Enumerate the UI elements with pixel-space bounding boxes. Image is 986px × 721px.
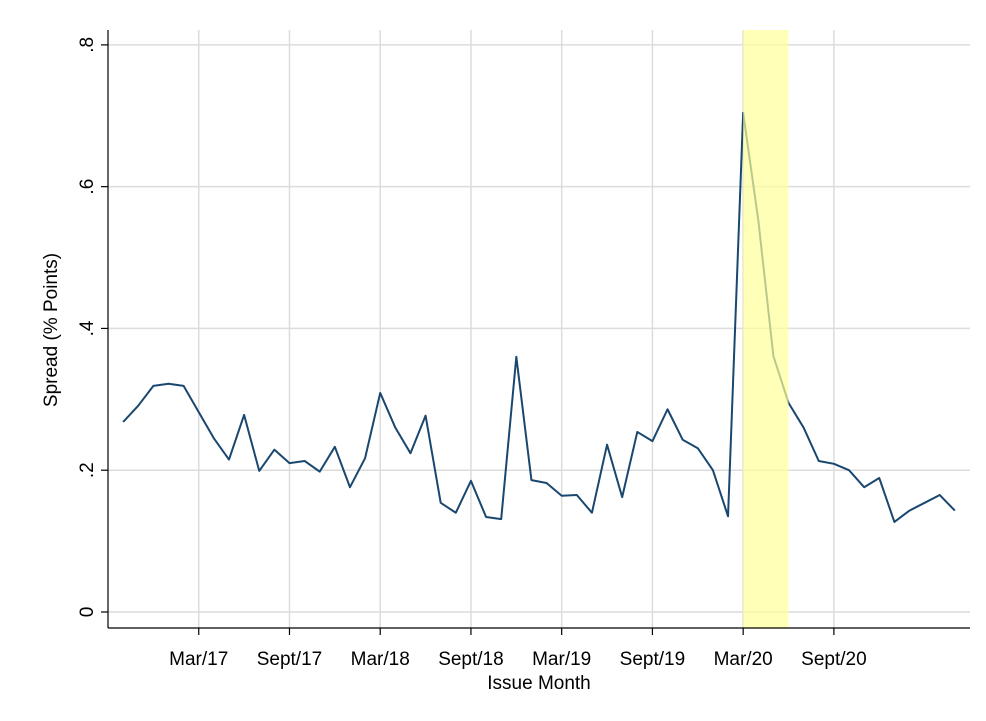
x-tick-label: Sept/17: [257, 649, 323, 670]
data-line: [122, 111, 956, 523]
highlight-band: [743, 30, 789, 628]
grid: [108, 30, 970, 628]
y-tick-label: .2: [77, 462, 98, 478]
y-tick-label: 0: [77, 607, 98, 618]
y-axis-title: Spread (% Points): [41, 253, 62, 407]
x-tick-label: Mar/18: [351, 649, 410, 670]
x-tick-label: Sept/18: [438, 649, 504, 670]
x-tick-label: Mar/17: [169, 649, 228, 670]
y-tick-label: .8: [77, 37, 98, 53]
x-tick-label: Mar/19: [532, 649, 591, 670]
y-tick-label: .6: [77, 179, 98, 195]
y-tick-label: .4: [77, 320, 98, 336]
x-tick-label: Sept/19: [620, 649, 686, 670]
x-tick-label: Mar/20: [714, 649, 773, 670]
x-axis-title: Issue Month: [487, 673, 591, 694]
x-tick-label: Sept/20: [801, 649, 867, 670]
overlay: [743, 30, 789, 628]
plot-area: [122, 111, 956, 523]
